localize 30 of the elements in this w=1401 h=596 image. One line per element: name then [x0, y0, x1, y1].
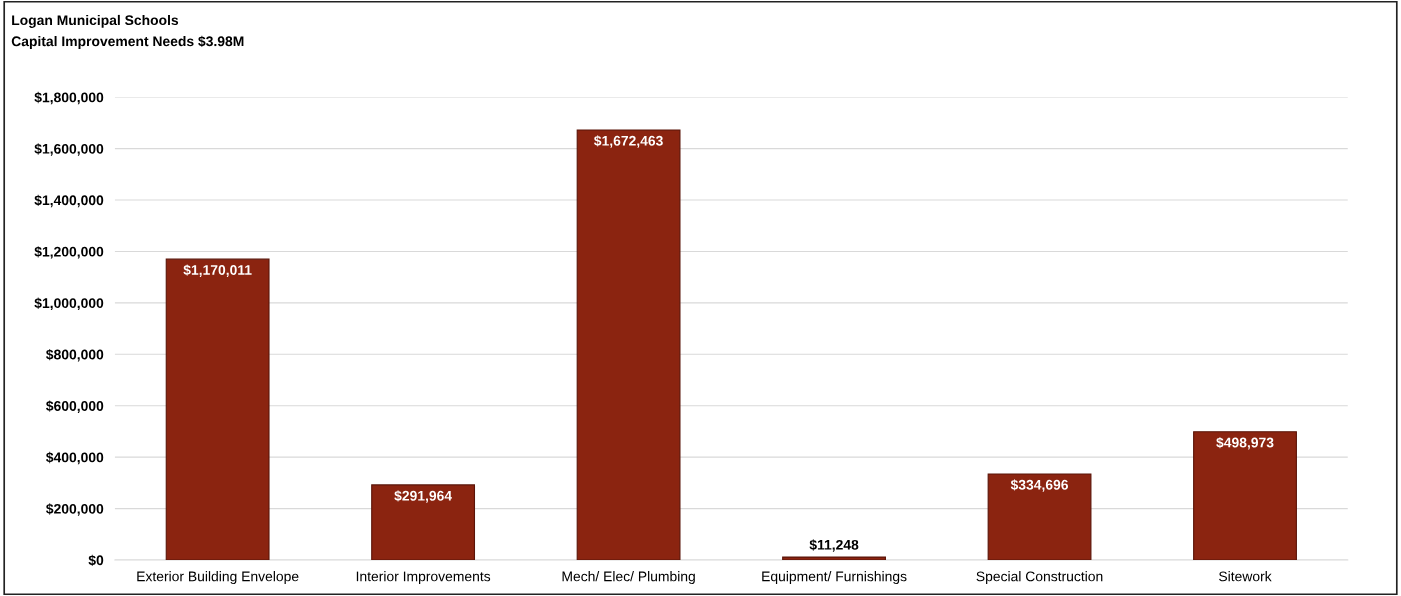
y-tick-label: $600,000 [46, 400, 104, 413]
bar [987, 473, 1092, 560]
x-tick-label: Exterior Building Envelope [137, 571, 299, 585]
data-label: $334,696 [1010, 479, 1069, 492]
data-label: $1,672,463 [594, 135, 663, 148]
data-label: $1,170,011 [183, 264, 252, 277]
y-tick-label: $800,000 [46, 349, 104, 362]
chart-subtitle: Capital Improvement Needs $3.98M [11, 35, 244, 49]
x-tick-label: Mech/ Elec/ Plumbing [562, 571, 695, 585]
data-label: $291,964 [394, 490, 452, 503]
x-tick-label: Sitework [1219, 571, 1272, 582]
y-tick-label: $1,600,000 [34, 143, 104, 156]
bar [371, 484, 476, 560]
data-label: $498,973 [1216, 437, 1274, 450]
bar [576, 129, 681, 560]
y-tick-label: $200,000 [46, 503, 104, 516]
bar [165, 258, 270, 560]
data-label: $11,248 [809, 539, 859, 552]
y-tick-label: $1,800,000 [34, 91, 104, 105]
chart-title: Logan Municipal Schools [12, 14, 179, 28]
bar [1193, 431, 1297, 560]
y-tick-label: $400,000 [46, 451, 104, 465]
x-tick-label: Equipment/ Furnishings [762, 571, 907, 585]
y-tick-label: $1,400,000 [34, 194, 104, 208]
x-tick-label: Interior Improvements [356, 571, 491, 585]
y-tick-label: $1,200,000 [34, 246, 104, 259]
y-tick-label: $0 [88, 554, 104, 567]
x-tick-label: Special Construction [976, 571, 1103, 585]
y-tick-label: $1,000,000 [34, 297, 104, 311]
bar [782, 556, 886, 560]
